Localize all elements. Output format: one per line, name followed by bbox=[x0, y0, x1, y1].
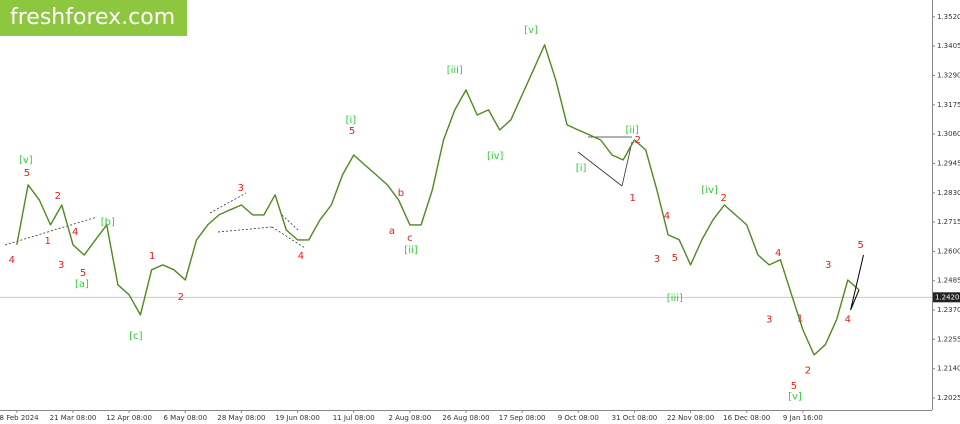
price-line bbox=[16, 44, 860, 356]
x-tick-label: 2 Aug 08:00 bbox=[388, 414, 431, 422]
y-tick-label: 1.3405 bbox=[937, 42, 960, 50]
wave-label: 4 bbox=[775, 248, 781, 259]
wave-label: 5 bbox=[24, 168, 30, 179]
logo: freshforex.com bbox=[10, 5, 175, 30]
wave-label: 3 bbox=[654, 254, 660, 265]
y-tick-label: 1.2600 bbox=[937, 247, 960, 255]
x-tick-label: 9 Jan 16:00 bbox=[783, 414, 823, 422]
wave-label: 3 bbox=[825, 260, 831, 271]
wave-label: 4 bbox=[9, 255, 15, 266]
wave-label: 3 bbox=[238, 183, 244, 194]
wave-label: 5 bbox=[349, 126, 355, 137]
current-price-label: 1.2420 bbox=[935, 293, 960, 301]
wave-label: 4 bbox=[664, 211, 670, 222]
y-tick-label: 1.2255 bbox=[937, 335, 960, 343]
wave-label: 2 bbox=[55, 191, 61, 202]
wave-label: 3 bbox=[766, 315, 772, 326]
x-tick-label: 17 Sep 08:00 bbox=[499, 414, 546, 422]
x-tick-label: 6 May 08:00 bbox=[163, 414, 207, 422]
wave-label: [v] bbox=[19, 155, 33, 166]
wave-label: a bbox=[389, 226, 395, 237]
wave-label: 5 bbox=[672, 253, 678, 264]
x-tick-label: 9 Oct 08:00 bbox=[558, 414, 599, 422]
wave-label: 4 bbox=[72, 227, 78, 238]
x-tick-label: 31 Oct 08:00 bbox=[612, 414, 658, 422]
x-tick-label: 26 Aug 08:00 bbox=[442, 414, 489, 422]
y-tick-label: 1.2485 bbox=[937, 277, 960, 285]
y-tick-label: 1.2025 bbox=[937, 394, 960, 402]
wave-label: [v] bbox=[788, 392, 802, 403]
wave-label: [iii] bbox=[667, 293, 683, 304]
wave-label: [iii] bbox=[447, 65, 463, 76]
wave-label: [c] bbox=[129, 331, 142, 342]
wave-label: [iv] bbox=[487, 151, 504, 162]
wave-label: 2 bbox=[178, 292, 184, 303]
wave-label: [iv] bbox=[701, 185, 718, 196]
x-tick-label: 28 Feb 2024 bbox=[0, 414, 39, 422]
x-tick-label: 21 Mar 08:00 bbox=[50, 414, 97, 422]
y-tick-label: 1.2715 bbox=[937, 218, 960, 226]
wave-label: 1 bbox=[45, 236, 51, 247]
y-tick-label: 1.3175 bbox=[937, 101, 960, 109]
wave-label: 3 bbox=[58, 260, 64, 271]
wave-label: 2 bbox=[721, 193, 727, 204]
wave-label: 2 bbox=[805, 366, 811, 377]
pattern-lines bbox=[4, 192, 306, 249]
wave-label: c bbox=[407, 233, 413, 244]
x-tick-label: 22 Nov 08:00 bbox=[667, 414, 714, 422]
y-tick-label: 1.3060 bbox=[937, 130, 960, 138]
logo-box bbox=[0, 0, 187, 36]
x-tick-label: 12 Apr 08:00 bbox=[106, 414, 152, 422]
y-tick-label: 1.2830 bbox=[937, 189, 960, 197]
wave-label: [b] bbox=[101, 217, 115, 228]
current-price-box bbox=[933, 292, 960, 303]
x-tick-label: 11 Jul 08:00 bbox=[333, 414, 375, 422]
wave-label: 5 bbox=[791, 381, 797, 392]
y-tick-label: 1.2140 bbox=[937, 365, 960, 373]
wave-label: [v] bbox=[524, 25, 538, 36]
wave-label: 1 bbox=[149, 251, 155, 262]
wave-label: b bbox=[398, 188, 404, 199]
x-tick-label: 19 Jun 08:00 bbox=[275, 414, 319, 422]
wave-label: 4 bbox=[845, 315, 851, 326]
wave-label: 5 bbox=[80, 268, 86, 279]
wave-label: [i] bbox=[346, 115, 357, 126]
wave-label: [ii] bbox=[626, 125, 639, 136]
wave-label: 4 bbox=[298, 251, 304, 262]
y-tick-label: 1.3290 bbox=[937, 71, 960, 79]
wave-label: 1 bbox=[797, 314, 803, 325]
y-tick-label: 1.3520 bbox=[937, 13, 960, 21]
y-tick-label: 1.2945 bbox=[937, 159, 960, 167]
wave-label: [ii] bbox=[404, 245, 417, 256]
projection-line bbox=[850, 254, 864, 311]
x-tick-label: 16 Dec 08:00 bbox=[723, 414, 770, 422]
wave-label: 5 bbox=[858, 240, 864, 251]
wave-label: [i] bbox=[576, 163, 587, 174]
wave-label: 1 bbox=[630, 193, 636, 204]
y-tick-label: 1.2370 bbox=[937, 306, 960, 314]
wave-label: [a] bbox=[75, 279, 89, 290]
x-tick-label: 28 May 08:00 bbox=[217, 414, 265, 422]
wave-label: 2 bbox=[635, 135, 641, 146]
